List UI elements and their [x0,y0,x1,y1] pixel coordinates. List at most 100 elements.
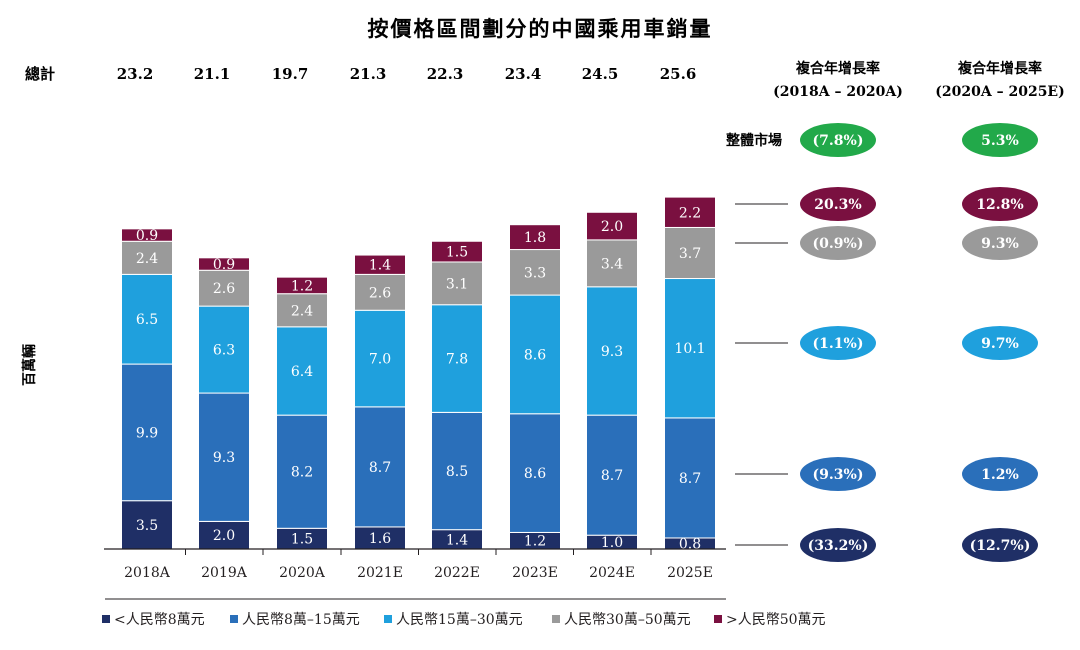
cagr-row2-col2-value: 9.7% [981,336,1019,352]
total-2020A: 19.7 [272,65,309,83]
total-2018A: 23.2 [117,65,154,83]
legend-swatch-2 [384,615,392,623]
data-label-2023E-s4: 1.8 [524,230,546,246]
data-label-2023E-s3: 3.3 [524,265,546,281]
bar-segment-2024E-s4 [586,211,638,241]
data-label-2024E-s1: 8.7 [601,468,623,484]
cagr-row1-col2-pill [962,226,1038,260]
bar-segment-2020A-s2 [276,326,328,416]
bar-segment-2021E-s1 [354,406,406,528]
bar-segment-2025E-s1 [664,417,716,539]
data-label-2019A-s3: 2.6 [213,281,235,297]
bar-segment-2020A-s1 [276,414,328,529]
x-tick-2025E: 2025E [667,565,713,581]
total-2024E: 24.5 [582,65,619,83]
cagr-row3-col2-pill [962,457,1038,491]
bar-segment-2022E-s1 [431,411,483,531]
x-tick-2022E: 2022E [434,565,480,581]
x-tick-2020A: 2020A [279,565,326,581]
x-tick-2019A: 2019A [201,565,248,581]
bars: 3.5 9.9 6.5 2.4 0.9 2.0 9.3 6.3 2.6 0.9 1.5 8.2 6.4 2… [121,196,716,552]
y-axis-label: 百萬輛 [21,344,38,386]
data-label-2020A-s1: 8.2 [291,465,313,481]
cagr-overall-1-value: (7.8%) [813,133,864,149]
data-label-2024E-s2: 9.3 [601,344,623,360]
bar-segment-2025E-s2 [664,278,716,419]
bar-segment-2025E-s3 [664,226,716,280]
total-2025E: 25.6 [660,65,697,83]
data-label-2022E-s4: 1.5 [446,245,468,261]
data-label-2019A-s4: 0.9 [213,257,235,273]
total-2021E: 21.3 [350,65,387,83]
cagr-row4-col2-pill [962,528,1038,562]
cagr-row1-col1-value: (0.9%) [813,236,864,252]
cagr-header-2-line1: 複合年增長率 [957,60,1042,77]
x-ticks: 2018A 2019A 2020A 2021E 2022E 2023E 2024E 2025E [124,549,713,581]
x-tick-2023E: 2023E [512,565,558,581]
overall-market-label: 整體市場 [725,132,782,149]
legend-swatch-1 [230,615,238,623]
data-label-2018A-s0: 3.5 [136,518,158,534]
x-tick-2021E: 2021E [357,565,403,581]
bar-segment-2023E-s4 [509,224,561,251]
data-label-2018A-s1: 9.9 [136,425,158,441]
legend-label-1: 人民幣8萬–15萬元 [242,612,360,628]
bar-segment-2019A-s2 [198,305,250,394]
cagr-overall-2-value: 5.3% [981,133,1019,149]
bar-segment-2023E-s3 [509,249,561,296]
cagr-row0-col1-value: 20.3% [814,197,861,213]
data-label-2025E-s1: 8.7 [679,471,701,487]
bar-segment-2018A-s3 [121,240,173,275]
bar-segment-2022E-s4 [431,240,483,263]
data-label-2019A-s1: 9.3 [213,450,235,466]
legend-label-2: 人民幣15萬–30萬元 [396,612,523,628]
cagr-header-1-line1: 複合年增長率 [795,60,880,77]
cagr-header-2-line2: (2020A – 2025E) [935,84,1064,100]
data-label-2023E-s2: 8.6 [524,347,546,363]
cagr-row3-col1-pill [800,457,876,491]
bar-segment-2022E-s2 [431,304,483,413]
data-label-2025E-s3: 3.7 [679,246,701,262]
bar-segment-2020A-s4 [276,276,328,295]
legend: <人民幣8萬元 人民幣8萬–15萬元 人民幣15萬–30萬元 人民幣30萬–50萬元 >… [102,612,826,628]
bar-segment-2021E-s2 [354,309,406,408]
totals-row: 23.2 21.1 19.7 21.3 22.3 23.4 24.5 25.6 [117,65,697,83]
bar-segment-2018A-s4 [121,228,173,242]
data-label-2023E-s0: 1.2 [524,534,546,550]
bar-segment-2024E-s1 [586,414,638,536]
data-label-2025E-s2: 10.1 [674,341,705,357]
cagr-row0-col1-pill [800,187,876,221]
data-label-2021E-s2: 7.0 [369,352,391,368]
bar-segment-2018A-s1 [121,363,173,502]
bar-segment-2021E-s3 [354,273,406,311]
cagr-row2-col1-value: (1.1%) [813,336,864,352]
bar-segment-2021E-s4 [354,254,406,275]
bar-segment-2024E-s3 [586,239,638,288]
data-label-2021E-s1: 8.7 [369,460,391,476]
legend-swatch-0 [102,615,110,623]
data-label-2024E-s3: 3.4 [601,256,623,272]
bar-segment-2022E-s3 [431,261,483,306]
cagr-overall-2-pill [962,123,1038,157]
cagr-row0-col2-value: 12.8% [976,197,1023,213]
cagr-header-1-line2: (2018A – 2020A) [773,84,903,100]
bar-segment-2025E-s4 [664,196,716,228]
cagr-row4-col2-value: (12.7%) [970,538,1031,554]
data-label-2022E-s2: 7.8 [446,352,468,368]
bar-segment-2019A-s1 [198,392,250,522]
cagr-row1-col2-value: 9.3% [981,236,1019,252]
cagr-row3-col2-value: 1.2% [981,467,1019,483]
legend-swatch-3 [552,615,560,623]
data-label-2023E-s1: 8.6 [524,466,546,482]
bar-segment-2019A-s4 [198,257,250,271]
data-label-2020A-s0: 1.5 [291,532,313,548]
data-label-2020A-s4: 1.2 [291,278,313,294]
data-label-2024E-s4: 2.0 [601,219,623,235]
cagr-overall-1-pill [800,123,876,157]
data-label-2019A-s0: 2.0 [213,528,235,544]
data-label-2022E-s3: 3.1 [446,276,468,292]
x-tick-2024E: 2024E [589,565,635,581]
data-label-2021E-s3: 2.6 [369,285,391,301]
data-label-2018A-s4: 0.9 [136,228,158,244]
